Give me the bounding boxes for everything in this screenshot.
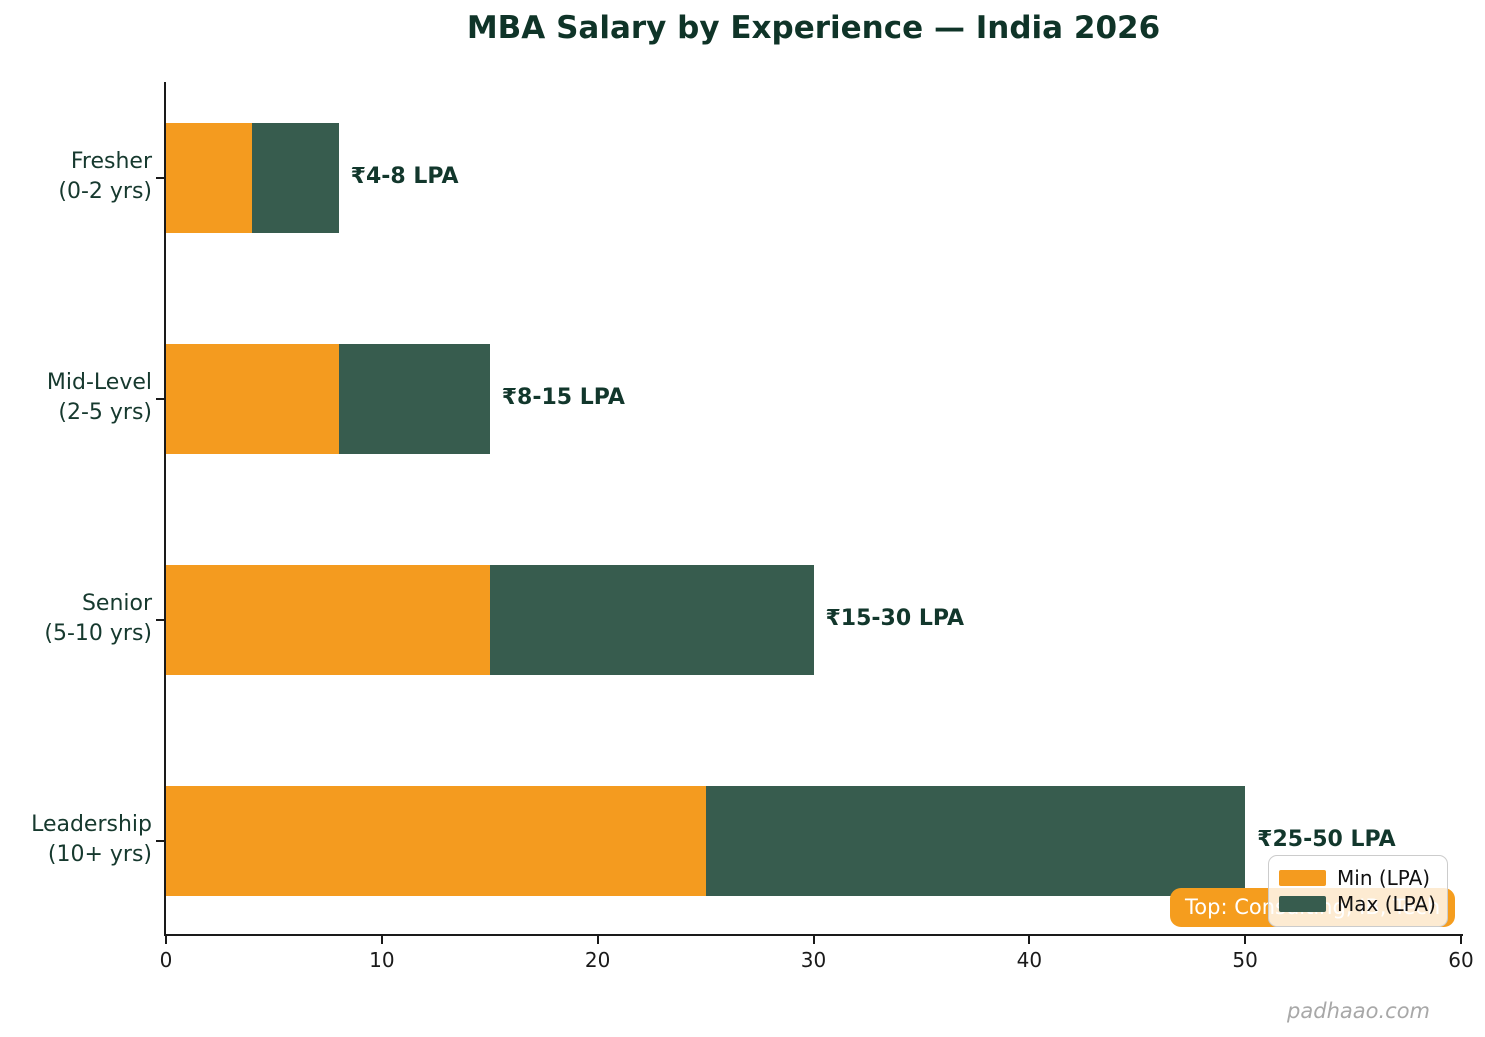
max-bar-segment [489,565,814,675]
x-axis-line [164,934,1463,936]
category-label: Fresher (0-2 yrs) [58,149,152,204]
max-bar-segment [252,123,339,233]
x-tick-label: 20 [584,948,611,972]
range-annotation: ₹15-30 LPA [825,606,964,631]
y-axis-tick [156,619,165,621]
x-tick-label: 40 [1016,948,1043,972]
legend-item-min: Min (LPA) [1279,865,1437,891]
x-tick-label: 10 [369,948,395,972]
min-bar-segment [166,786,706,896]
max-color-swatch [1279,896,1326,912]
x-axis-tick [596,936,599,944]
range-annotation: ₹25-50 LPA [1257,827,1396,852]
y-axis-tick [156,398,165,400]
y-axis-line [164,82,166,936]
min-bar-segment [166,344,339,454]
legend-label-min: Min (LPA) [1337,866,1431,890]
y-axis-tick [156,177,165,179]
range-annotation: ₹8-15 LPA [501,385,625,410]
x-tick-label: 0 [159,948,173,972]
legend-item-max: Max (LPA) [1279,891,1437,917]
watermark: padhaao.com [1287,999,1430,1023]
x-tick-label: 60 [1448,948,1474,972]
min-color-swatch [1279,870,1326,886]
legend: Min (LPA) Max (LPA) [1268,855,1448,927]
legend-label-max: Max (LPA) [1337,892,1436,916]
max-bar-segment [338,344,490,454]
x-tick-label: 30 [800,948,827,972]
x-axis-tick [380,936,383,944]
x-axis-tick [1460,936,1462,944]
max-bar-segment [705,786,1246,896]
x-axis-tick [1028,936,1031,944]
x-axis-tick [165,936,167,944]
category-label: Senior (5-10 yrs) [44,591,152,646]
range-annotation: ₹4-8 LPA [350,164,459,189]
x-axis-tick [812,936,815,944]
min-bar-segment [166,565,490,675]
category-label: Leadership (10+ yrs) [31,812,152,867]
chart-title: MBA Salary by Experience — India 2026 [466,10,1161,46]
category-label: Mid-Level (2-5 yrs) [46,370,152,425]
y-axis-tick [156,840,165,842]
x-axis-tick [1244,936,1247,944]
x-tick-label: 50 [1232,948,1258,972]
min-bar-segment [166,123,253,233]
